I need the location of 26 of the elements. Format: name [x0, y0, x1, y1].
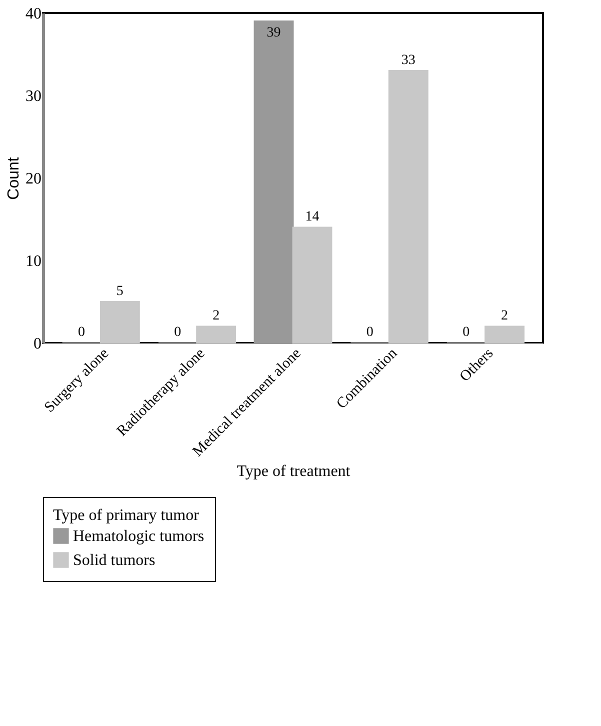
bar — [388, 70, 428, 344]
x-axis-title: Type of treatment — [236, 463, 351, 480]
y-tick-label: 20 — [26, 170, 42, 188]
legend-label: Solid tumors — [73, 552, 156, 569]
legend-title: Type of primary tumor — [53, 507, 200, 524]
data-label: 33 — [401, 52, 416, 68]
data-label: 0 — [462, 325, 470, 340]
data-label: 5 — [116, 284, 124, 299]
data-label: 14 — [305, 210, 320, 224]
bar — [100, 301, 140, 344]
y-tick-label: 10 — [26, 253, 42, 270]
bar — [254, 20, 294, 344]
data-label: 0 — [174, 325, 182, 340]
y-axis-title: Count — [6, 156, 22, 200]
data-label: 2 — [212, 308, 220, 324]
y-tick-label: 0 — [34, 336, 42, 352]
bar — [484, 326, 525, 344]
y-tick-label: 40 — [26, 6, 42, 22]
legend-label: Hematologic tumors — [73, 528, 204, 545]
data-label: 2 — [501, 308, 508, 324]
bar — [292, 226, 332, 344]
bar — [196, 326, 236, 344]
data-label: 0 — [366, 325, 374, 340]
y-tick-label: 30 — [26, 88, 42, 105]
data-label: 0 — [78, 325, 85, 340]
data-label: 39 — [266, 25, 281, 40]
